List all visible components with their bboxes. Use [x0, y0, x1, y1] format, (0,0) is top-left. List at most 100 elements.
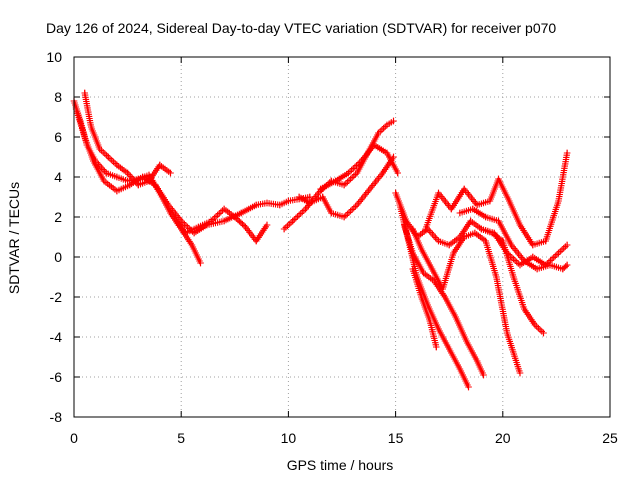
data-point [302, 205, 309, 213]
y-axis-label: SDTVAR / TECUs [6, 182, 22, 294]
y-tick-label: 10 [46, 49, 62, 65]
data-point [242, 223, 249, 231]
data-point [105, 153, 112, 161]
data-point [529, 253, 536, 261]
data-point [156, 161, 163, 169]
data-point [340, 181, 348, 189]
data-point [508, 241, 515, 249]
data-point [173, 217, 181, 225]
data-point [555, 197, 562, 205]
series-track-11 [409, 225, 524, 377]
data-point [81, 133, 88, 141]
data-point [439, 285, 446, 293]
data-point [529, 241, 536, 249]
data-point [422, 225, 429, 233]
y-tick-label: -6 [50, 369, 63, 385]
data-point [353, 169, 361, 177]
data-point [448, 205, 455, 213]
plot-frame [73, 56, 611, 418]
data-point [495, 217, 502, 225]
data-point [231, 213, 238, 221]
data-point [276, 201, 283, 209]
data-point [467, 217, 474, 225]
data-point [328, 209, 335, 217]
data-point [478, 225, 485, 233]
data-point [81, 89, 88, 97]
series-track-13 [422, 149, 571, 249]
data-point [563, 241, 571, 249]
x-tick-label: 20 [495, 430, 511, 446]
series-track-15 [478, 225, 571, 269]
data-point [540, 329, 547, 337]
data-point [491, 229, 498, 237]
data-point [428, 265, 436, 273]
data-point [167, 169, 174, 177]
data-point [375, 129, 382, 137]
data-point [113, 173, 121, 181]
data-point [135, 181, 142, 189]
data-point [446, 345, 453, 353]
axis-ticks: 0 5 10 15 20 25 -8 -6 -4 -2 0 2 4 6 8 10 [46, 49, 618, 446]
data-point [461, 233, 468, 241]
y-tick-label: 8 [54, 89, 62, 105]
x-tick-label: 10 [281, 430, 297, 446]
data-point [90, 157, 97, 165]
data-point [461, 185, 468, 193]
data-point [96, 145, 103, 153]
data-point [503, 329, 511, 337]
data-point [452, 313, 459, 321]
data-point [263, 221, 271, 229]
data-point [366, 185, 374, 193]
data-point [420, 269, 427, 277]
data-point [394, 169, 401, 177]
data-point [418, 245, 425, 253]
series-markers [396, 201, 472, 391]
data-point [510, 273, 517, 281]
data-point [220, 205, 228, 213]
y-tick-label: -4 [50, 329, 63, 345]
data-point [555, 249, 562, 257]
x-axis-label: GPS time / hours [287, 457, 394, 473]
data-point [409, 265, 416, 273]
data-point [473, 357, 481, 365]
data-point [88, 123, 95, 131]
y-tick-label: -2 [50, 289, 63, 305]
data-point [100, 177, 108, 185]
data-point [506, 197, 513, 205]
data-point [446, 241, 453, 249]
data-point [433, 343, 440, 351]
data-point [379, 169, 386, 177]
data-point [533, 265, 541, 273]
data-point [113, 161, 121, 169]
data-point [319, 193, 326, 201]
data-point [124, 169, 131, 177]
data-point [521, 305, 528, 313]
data-point [486, 197, 494, 205]
x-tick-label: 25 [602, 430, 618, 446]
data-point [493, 273, 500, 281]
data-point [456, 365, 464, 373]
data-point [542, 237, 549, 245]
data-point [471, 229, 479, 237]
data-point [238, 209, 245, 217]
data-point [113, 187, 121, 195]
data-point [516, 221, 524, 229]
data-point [182, 229, 189, 237]
series-track-6 [295, 153, 397, 221]
data-point [441, 293, 449, 301]
data-point [383, 149, 391, 157]
data-point [165, 201, 172, 209]
series-markers [72, 105, 313, 237]
data-point [426, 317, 434, 325]
data-point [542, 261, 549, 269]
chart-title: Day 126 of 2024, Sidereal Day-to-day VTE… [46, 20, 556, 36]
data-point [208, 217, 215, 225]
series-track-10 [401, 221, 487, 379]
data-point [103, 169, 110, 177]
data-point [188, 241, 196, 249]
data-point [480, 371, 487, 379]
data-point [435, 237, 442, 245]
data-point [469, 205, 476, 213]
data-point [371, 141, 378, 149]
